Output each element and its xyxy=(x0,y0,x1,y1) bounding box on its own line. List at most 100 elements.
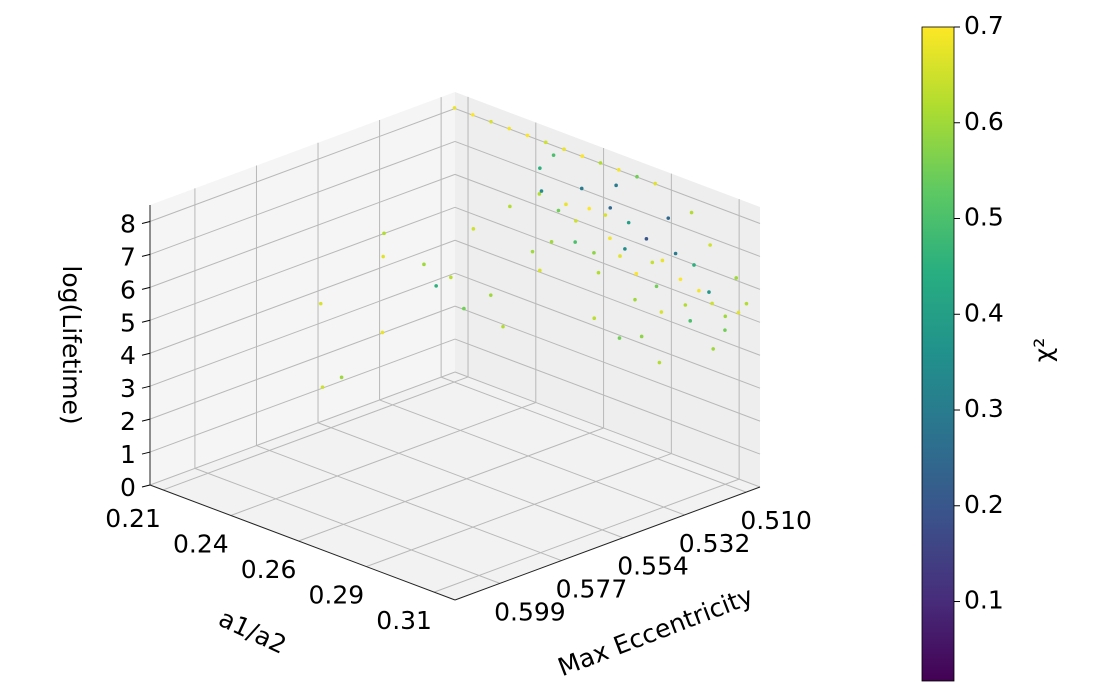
grid-line xyxy=(317,422,624,539)
point xyxy=(462,306,466,311)
grid-line xyxy=(230,402,536,516)
point xyxy=(689,210,694,215)
grid-line xyxy=(440,376,747,493)
z-tick-label: 8 xyxy=(120,209,136,238)
point xyxy=(598,161,603,165)
point xyxy=(723,328,727,332)
x-axis-label: a1/a2 xyxy=(214,604,290,660)
point xyxy=(644,237,649,241)
z-tick xyxy=(141,220,151,224)
point xyxy=(616,168,621,172)
z-tick xyxy=(141,286,151,290)
point xyxy=(603,213,608,217)
point xyxy=(539,189,544,193)
z-tick-label: 4 xyxy=(120,341,136,370)
z-tick-label: 2 xyxy=(120,407,136,436)
panes xyxy=(150,92,760,600)
z-tick-label: 7 xyxy=(120,242,136,271)
point xyxy=(657,360,662,365)
point xyxy=(556,208,561,213)
point xyxy=(710,301,714,306)
z-axis-label: log(Lifetime) xyxy=(57,265,86,424)
colorbar xyxy=(921,26,955,682)
colorbar-tick-label: 0.1 xyxy=(964,586,1004,615)
point xyxy=(449,275,453,280)
z-tick xyxy=(141,385,151,389)
left-pane xyxy=(150,92,455,485)
z-tick-label: 5 xyxy=(120,308,136,337)
x-tick-label: 0.24 xyxy=(173,529,229,558)
grid-line xyxy=(256,445,562,562)
point xyxy=(525,133,530,138)
z-tick-label: 6 xyxy=(120,275,136,304)
grid-line xyxy=(454,173,761,290)
grid-line xyxy=(454,206,761,323)
z-tick-label: 0 xyxy=(120,473,136,502)
colorbar-tick-label: 0.3 xyxy=(964,394,1004,423)
grid-line xyxy=(149,173,456,288)
point xyxy=(592,251,596,255)
point xyxy=(635,174,639,179)
point xyxy=(579,186,584,191)
point xyxy=(617,336,622,340)
y-tick-label: 0.510 xyxy=(740,506,812,535)
point xyxy=(551,153,556,157)
point xyxy=(608,236,612,241)
grid-line xyxy=(454,371,761,488)
z-tick xyxy=(141,484,151,488)
point xyxy=(562,147,566,151)
grid-line xyxy=(149,272,456,387)
x-tick-label: 0.21 xyxy=(105,504,161,533)
point xyxy=(489,119,493,124)
y-tick-label: 0.599 xyxy=(494,597,566,626)
grid-line xyxy=(149,140,456,255)
grid-line xyxy=(454,140,761,257)
grid-line xyxy=(433,478,740,593)
grid-line xyxy=(149,371,456,486)
point xyxy=(618,254,622,258)
grid-line xyxy=(149,239,456,354)
colorbar-tick-label: 0.7 xyxy=(964,11,1004,40)
point xyxy=(587,206,592,211)
grid-line xyxy=(379,399,685,516)
point xyxy=(318,301,323,306)
grid-line xyxy=(366,453,672,568)
point xyxy=(422,262,426,267)
point xyxy=(734,276,739,280)
z-tick xyxy=(141,319,151,323)
point xyxy=(633,297,637,302)
grid-line xyxy=(454,305,761,422)
point xyxy=(592,316,597,320)
point xyxy=(320,385,325,389)
point xyxy=(501,324,505,329)
z-tick-label: 1 xyxy=(120,440,136,469)
z-tick xyxy=(141,253,151,257)
grid-line xyxy=(454,272,761,389)
point xyxy=(434,284,438,288)
point xyxy=(653,181,658,186)
grid-line xyxy=(194,467,501,584)
grid xyxy=(149,96,761,601)
point xyxy=(697,288,701,293)
point xyxy=(650,260,655,265)
point xyxy=(488,293,493,297)
point xyxy=(744,301,749,306)
point xyxy=(608,206,613,210)
point xyxy=(382,231,386,236)
point xyxy=(339,375,344,380)
point xyxy=(530,249,535,254)
y-tick-label: 0.532 xyxy=(679,529,751,558)
point xyxy=(673,251,678,256)
point xyxy=(537,192,542,196)
axis-line xyxy=(454,486,761,601)
colorbar-tick-label: 0.5 xyxy=(964,203,1004,232)
z-tick xyxy=(141,352,151,356)
right-pane xyxy=(455,92,760,487)
point xyxy=(471,227,476,231)
point xyxy=(626,220,631,225)
grid-line xyxy=(149,305,456,420)
z-tick xyxy=(141,451,151,455)
point xyxy=(507,126,512,131)
point xyxy=(660,258,665,263)
